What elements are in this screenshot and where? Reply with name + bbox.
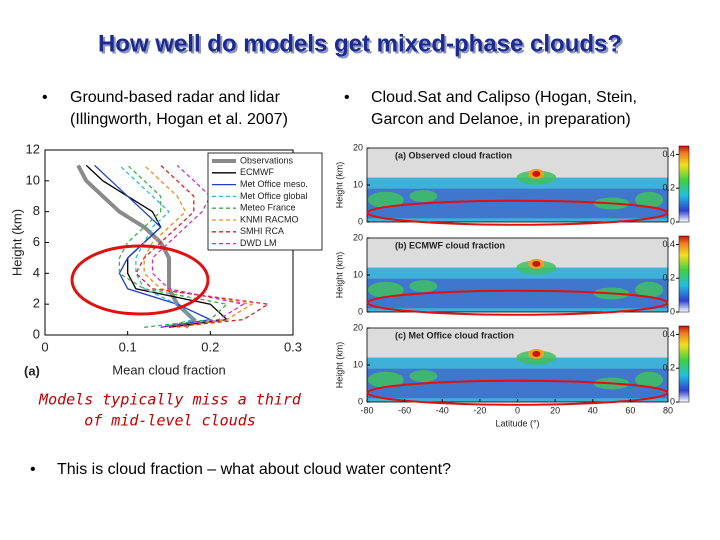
bullet-dot: •	[42, 89, 48, 106]
cloud-core	[532, 260, 541, 267]
y-tick-label: 20	[353, 232, 363, 242]
x-tick-label: 0.1	[119, 339, 137, 354]
y-tick-label: 2	[33, 296, 40, 311]
x-tick-label: 0.2	[201, 339, 219, 354]
caption: of mid-level clouds	[84, 412, 256, 430]
colorbar-tick-label: 0.2	[662, 183, 675, 193]
legend-label: Meteo France	[240, 203, 296, 213]
x-tick-label: -20	[473, 405, 486, 415]
x-tick-label: 0.3	[284, 339, 302, 354]
panel-title-bg	[391, 330, 541, 342]
cloud-blob	[635, 371, 664, 388]
x-tick-label: 20	[550, 405, 560, 415]
cloud-blob	[409, 280, 438, 293]
panel-title: (a) Observed cloud fraction	[395, 150, 512, 160]
cloud-core	[532, 350, 541, 357]
panel-title-bg	[391, 240, 541, 252]
colorbar-tick-label: 0.4	[662, 239, 675, 249]
legend-label: DWD LM	[240, 238, 277, 248]
bullet-line: This is cloud fraction – what about clou…	[57, 461, 451, 478]
highlight-ellipse	[366, 199, 669, 226]
x-axis-label: Latitude (°)	[495, 418, 539, 428]
colorbar	[678, 145, 690, 223]
x-tick-label: 0	[515, 405, 520, 415]
bullet-line: Garcon and Delanoe, in preparation)	[371, 111, 631, 128]
bullet-dot: •	[30, 461, 36, 478]
y-tick-label: 0	[358, 306, 363, 316]
y-tick-label: 6	[33, 234, 40, 249]
y-tick-label: 4	[33, 265, 40, 280]
bullet-dot: •	[344, 89, 350, 106]
y-axis-label: Height (km)	[334, 252, 344, 299]
x-tick-label: 60	[625, 405, 635, 415]
title: How well do models get mixed-phase cloud…	[98, 30, 622, 57]
y-axis-label: Height (km)	[334, 342, 344, 389]
y-tick-label: 0	[358, 396, 363, 406]
cloud-blob	[367, 281, 404, 298]
colorbar-tick-label: 0	[670, 396, 675, 406]
y-tick-label: 0	[358, 216, 363, 226]
colorbar-tick-label: 0.4	[662, 329, 675, 339]
legend-label: Observations	[240, 155, 294, 165]
x-tick-label: -40	[436, 405, 449, 415]
y-tick-label: 10	[353, 179, 363, 189]
x-tick-label: 0	[41, 339, 48, 354]
highlight-ellipse	[366, 379, 669, 406]
profile-line	[151, 164, 246, 328]
y-axis-label: Height (km)	[9, 209, 24, 276]
y-axis-label: Height (km)	[334, 162, 344, 209]
colorbar	[678, 325, 690, 403]
colorbar-tick-label: 0.2	[662, 363, 675, 373]
legend-box	[207, 152, 323, 251]
y-tick-label: 20	[353, 322, 363, 332]
cloud-blob	[635, 281, 664, 298]
panel-title: (c) Met Office cloud fraction	[395, 330, 514, 340]
x-tick-label: -80	[360, 405, 373, 415]
y-tick-label: 8	[33, 203, 40, 218]
y-tick-label: 10	[26, 172, 40, 187]
bullet-line: (Illingworth, Hogan et al. 2007)	[70, 111, 288, 128]
cloud-core	[532, 170, 541, 177]
bullet-line: Cloud.Sat and Calipso (Hogan, Stein,	[371, 89, 637, 106]
profile-line	[135, 164, 271, 328]
bullet-line: Ground-based radar and lidar	[70, 89, 281, 106]
profile-line	[143, 164, 254, 328]
x-axis-label: Mean cloud fraction	[112, 362, 225, 377]
y-tick-label: 20	[353, 142, 363, 152]
right-figure: (a) Observed cloud fraction 0 10 20 Height (…	[334, 142, 690, 428]
cloud-blob	[367, 191, 404, 208]
x-tick-label: 40	[588, 405, 598, 415]
cloud-blob	[635, 191, 664, 208]
cloud-blob	[409, 370, 438, 383]
colorbar-tick-label: 0	[670, 306, 675, 316]
panel-label: (a)	[24, 363, 40, 378]
left-figure: 0 2 4 6 8 10 12 0 0.1 0.2 0.3 Mean cloud fraction He…	[9, 141, 323, 378]
highlight-ellipse	[366, 289, 669, 316]
legend-label: Met Office meso.	[240, 179, 308, 189]
panel-title-bg	[391, 150, 541, 162]
colorbar-tick-label: 0	[670, 216, 675, 226]
cloud-blob	[367, 371, 404, 388]
colorbar-tick-label: 0.2	[662, 273, 675, 283]
cloud-blob	[409, 190, 438, 203]
y-tick-label: 0	[33, 326, 40, 341]
colorbar	[678, 235, 690, 313]
y-tick-label: 10	[353, 359, 363, 369]
panel-title: (b) ECMWF cloud fraction	[395, 240, 505, 250]
legend-label: KNMI RACMO	[240, 214, 299, 224]
legend-label: SMHI RCA	[240, 226, 284, 236]
legend-label: Met Office global	[240, 191, 307, 201]
x-tick-label: -60	[398, 405, 411, 415]
highlight-ellipse	[70, 244, 210, 316]
legend-label: ECMWF	[240, 167, 274, 177]
title-shadow: How well do models get mixed-phase cloud…	[100, 32, 624, 59]
x-tick-label: 80	[663, 405, 673, 415]
y-tick-label: 12	[26, 141, 40, 156]
profile-line	[118, 164, 229, 328]
caption: Models typically miss a third	[38, 391, 302, 409]
y-tick-label: 10	[353, 269, 363, 279]
colorbar-tick-label: 0.4	[662, 149, 675, 159]
